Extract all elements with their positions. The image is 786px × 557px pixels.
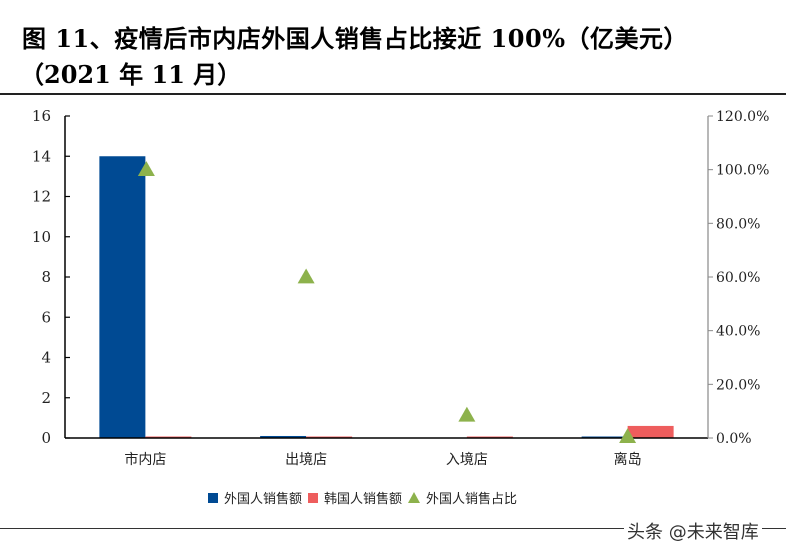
bar-foreign: [99, 156, 146, 438]
share-marker-triangle-icon: [137, 161, 155, 177]
legend-label: 韩国人销售额: [324, 492, 403, 507]
y2-tick-label: 40.0%: [716, 324, 760, 340]
legend-item-foreign-sales: 外国人销售额: [208, 488, 302, 507]
share-marker-triangle-icon: [619, 428, 637, 444]
share-marker-triangle-icon: [458, 406, 476, 422]
y-tick-label: 10: [32, 228, 51, 246]
x-tick-label: 市内店: [124, 451, 166, 468]
top-divider: [0, 93, 786, 95]
legend-swatch-red-icon: [308, 492, 319, 503]
watermark: 头条 @未来智库: [624, 518, 762, 544]
legend-label: 外国人销售占比: [426, 492, 518, 507]
y2-tick-label: 80.0%: [716, 216, 760, 232]
x-tick-label: 离岛: [614, 451, 642, 468]
legend-triangle-icon: [408, 492, 421, 503]
legend-label: 外国人销售额: [224, 492, 303, 507]
y-tick-label: 16: [32, 107, 51, 125]
chart-subtitle: （2021 年 11 月）: [20, 60, 242, 89]
legend-item-korean-sales: 韩国人销售额: [308, 488, 402, 507]
bottom-divider: [0, 528, 786, 529]
y-tick-label: 2: [41, 389, 51, 407]
y-tick-label: 14: [32, 147, 51, 165]
y2-tick-label: 120.0%: [716, 109, 769, 125]
y2-tick-label: 100.0%: [716, 163, 769, 179]
chart-legend: 外国人销售额 韩国人销售额 外国人销售占比: [208, 488, 523, 507]
legend-swatch-blue-icon: [208, 492, 218, 503]
y-tick-label: 12: [32, 188, 51, 206]
y2-tick-label: 0.0%: [716, 431, 752, 447]
bar-foreign: [260, 435, 307, 438]
y-tick-label: 6: [41, 308, 51, 326]
y2-tick-label: 60.0%: [716, 270, 760, 286]
y-tick-label: 8: [41, 268, 51, 286]
y2-tick-label: 20.0%: [716, 377, 760, 393]
bar-korean: [627, 425, 674, 438]
chart-title: 图 11、疫情后市内店外国人销售占比接近 100%（亿美元）: [22, 24, 689, 53]
y-tick-label: 4: [41, 349, 51, 367]
x-tick-label: 出境店: [285, 452, 327, 468]
legend-item-foreign-share: 外国人销售占比: [408, 488, 517, 507]
x-tick-label: 入境店: [446, 452, 488, 468]
y-tick-label: 0: [41, 429, 51, 447]
share-marker-triangle-icon: [297, 268, 315, 284]
